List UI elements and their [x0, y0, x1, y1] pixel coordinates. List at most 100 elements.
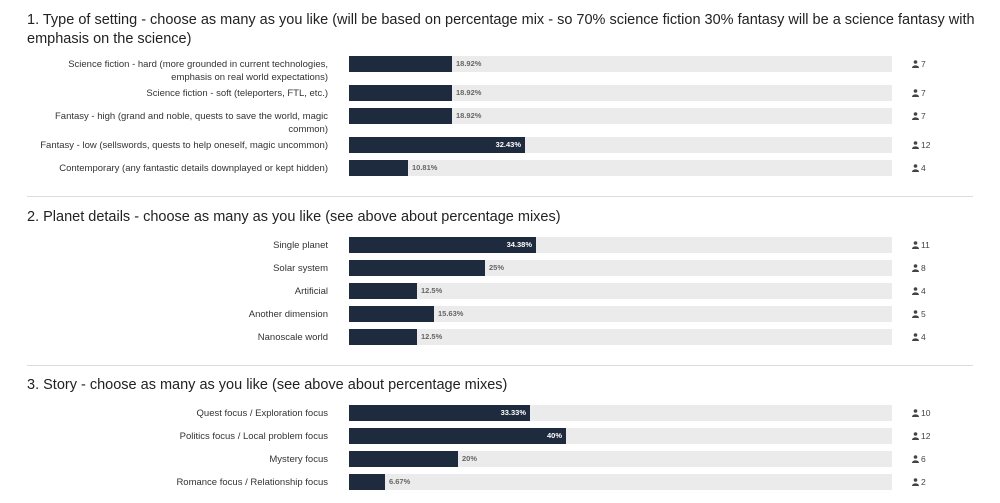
option-count: 4	[912, 161, 926, 175]
option-row: Mystery focus 20% 6	[0, 451, 1000, 471]
option-row: Romance focus / Relationship focus 6.67%…	[0, 474, 1000, 494]
option-percent: 12.5%	[421, 332, 443, 341]
option-count: 7	[912, 86, 926, 100]
option-count-value: 7	[921, 111, 926, 121]
option-row: Quest focus / Exploration focus 33.33% 1…	[0, 405, 1000, 425]
option-count: 4	[912, 284, 926, 298]
option-row: Politics focus / Local problem focus 40%…	[0, 428, 1000, 448]
option-bar: 40%	[349, 428, 892, 444]
option-label: Science fiction - hard (more grounded in…	[68, 59, 328, 83]
option-bar-fill	[349, 329, 417, 345]
user-icon	[912, 478, 919, 486]
option-bar: 25%	[349, 260, 892, 276]
option-percent: 20%	[462, 454, 478, 463]
option-bar: 34.38%	[349, 237, 892, 253]
user-icon	[912, 241, 919, 249]
option-count-value: 7	[921, 88, 926, 98]
option-count: 5	[912, 307, 926, 321]
user-icon	[912, 164, 919, 172]
user-icon	[912, 264, 919, 272]
option-count: 7	[912, 57, 926, 71]
option-bar: 18.92%	[349, 108, 892, 124]
option-bar-fill	[349, 405, 530, 421]
option-bar-fill	[349, 56, 452, 72]
option-count: 8	[912, 261, 926, 275]
option-label: Fantasy - low (sellswords, quests to hel…	[40, 140, 328, 151]
option-count: 12	[912, 138, 930, 152]
option-bar: 32.43%	[349, 137, 892, 153]
option-count-value: 12	[921, 431, 931, 441]
option-percent: 18.92%	[456, 88, 482, 97]
option-row: Nanoscale world 12.5% 4	[0, 329, 1000, 349]
user-icon	[912, 310, 919, 318]
option-count-value: 11	[921, 240, 930, 250]
option-percent: 15.63%	[438, 309, 464, 318]
user-icon	[912, 89, 919, 97]
option-count-value: 4	[921, 332, 926, 342]
section-divider	[27, 365, 973, 366]
option-row: Solar system 25% 8	[0, 260, 1000, 280]
option-count-value: 4	[921, 286, 926, 296]
option-bar: 6.67%	[349, 474, 892, 490]
option-label: Politics focus / Local problem focus	[179, 431, 328, 442]
option-bar: 12.5%	[349, 283, 892, 299]
option-row: Contemporary (any fantastic details down…	[0, 160, 1000, 180]
option-label: Mystery focus	[269, 454, 328, 465]
user-icon	[912, 455, 919, 463]
option-count-value: 5	[921, 309, 926, 319]
option-label: Single planet	[273, 240, 328, 251]
option-row: Science fiction - soft (teleporters, FTL…	[0, 85, 1000, 105]
option-count: 7	[912, 109, 926, 123]
option-bar: 15.63%	[349, 306, 892, 322]
option-count-value: 4	[921, 163, 926, 173]
option-bar: 18.92%	[349, 56, 892, 72]
option-label: Solar system	[273, 263, 328, 274]
option-label: Nanoscale world	[257, 332, 328, 343]
user-icon	[912, 432, 919, 440]
option-bar-fill	[349, 451, 458, 467]
user-icon	[912, 333, 919, 341]
option-percent: 25%	[489, 263, 505, 272]
user-icon	[912, 112, 919, 120]
option-bar-fill	[349, 137, 525, 153]
option-bar: 12.5%	[349, 329, 892, 345]
option-count: 4	[912, 330, 926, 344]
user-icon	[912, 409, 919, 417]
option-label: Romance focus / Relationship focus	[176, 477, 328, 488]
option-label: Another dimension	[248, 309, 328, 320]
option-count-value: 6	[921, 454, 926, 464]
option-bar: 18.92%	[349, 85, 892, 101]
option-bar-fill	[349, 474, 385, 490]
user-icon	[912, 141, 919, 149]
option-percent: 10.81%	[412, 163, 438, 172]
option-label: Contemporary (any fantastic details down…	[59, 163, 328, 174]
option-row: Artificial 12.5% 4	[0, 283, 1000, 303]
option-count-value: 7	[921, 59, 926, 69]
option-bar: 20%	[349, 451, 892, 467]
option-label: Fantasy - high (grand and noble, quests …	[54, 111, 328, 135]
option-row: Science fiction - hard (more grounded in…	[0, 56, 1000, 83]
option-row: Single planet 34.38% 11	[0, 237, 1000, 257]
option-percent: 18.92%	[456, 111, 482, 120]
option-percent: 40%	[546, 431, 562, 440]
option-percent: 12.5%	[421, 286, 443, 295]
option-bar: 33.33%	[349, 405, 892, 421]
option-label: Artificial	[294, 286, 328, 297]
option-bar-fill	[349, 237, 536, 253]
option-percent: 34.38%	[506, 240, 532, 249]
question-title: 1. Type of setting - choose as many as y…	[27, 12, 975, 47]
option-bar: 10.81%	[349, 160, 892, 176]
option-count: 11	[912, 238, 930, 252]
option-count-value: 2	[921, 477, 926, 487]
option-label: Quest focus / Exploration focus	[196, 408, 328, 419]
option-row: Fantasy - low (sellswords, quests to hel…	[0, 137, 1000, 157]
option-percent: 33.33%	[500, 408, 526, 417]
question-title: 3. Story - choose as many as you like (s…	[27, 377, 508, 393]
option-count: 10	[912, 406, 930, 420]
option-count: 6	[912, 452, 926, 466]
option-bar-fill	[349, 160, 408, 176]
option-bar-fill	[349, 260, 485, 276]
option-percent: 6.67%	[389, 477, 411, 486]
option-bar-fill	[349, 306, 434, 322]
option-count-value: 8	[921, 263, 926, 273]
